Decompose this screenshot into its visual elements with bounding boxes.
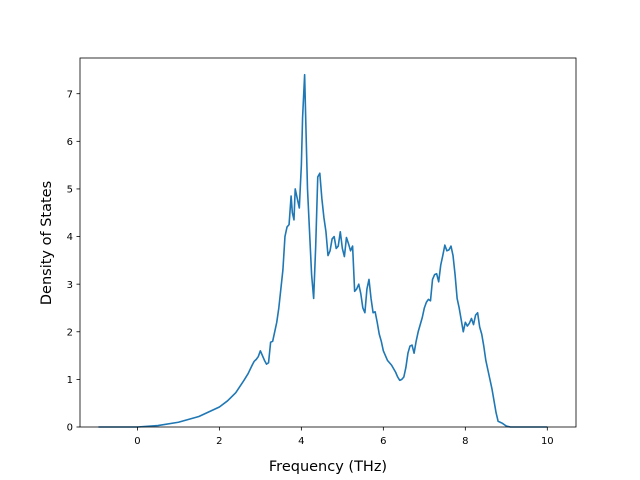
y-tick-label: 2: [67, 327, 73, 338]
dos-series-line-0: [98, 73, 548, 428]
y-tick-label: 1: [67, 375, 73, 386]
x-tick-label: 4: [298, 436, 304, 447]
x-axis-label: Frequency (THz): [269, 459, 387, 475]
y-tick-label: 7: [67, 89, 73, 100]
y-tick-label: 5: [67, 185, 73, 196]
x-tick-label: 8: [462, 436, 468, 447]
y-axis-label: Density of States: [39, 181, 55, 305]
y-tick-label: 6: [67, 137, 73, 148]
y-tick-label: 0: [67, 423, 73, 434]
x-tick-label: 6: [380, 436, 386, 447]
x-tick-label: 0: [134, 436, 140, 447]
y-axis-ticks: 0 1 2 3 4 5 6 7: [67, 89, 80, 434]
x-tick-label: 2: [216, 436, 222, 447]
plot-area: [79, 57, 577, 428]
x-tick-label: 10: [541, 436, 554, 447]
y-tick-label: 3: [67, 280, 73, 291]
y-tick-label: 4: [67, 232, 73, 243]
x-axis-ticks: 0 2 4 6 8 10: [134, 427, 554, 447]
axes-frame: [79, 57, 577, 428]
